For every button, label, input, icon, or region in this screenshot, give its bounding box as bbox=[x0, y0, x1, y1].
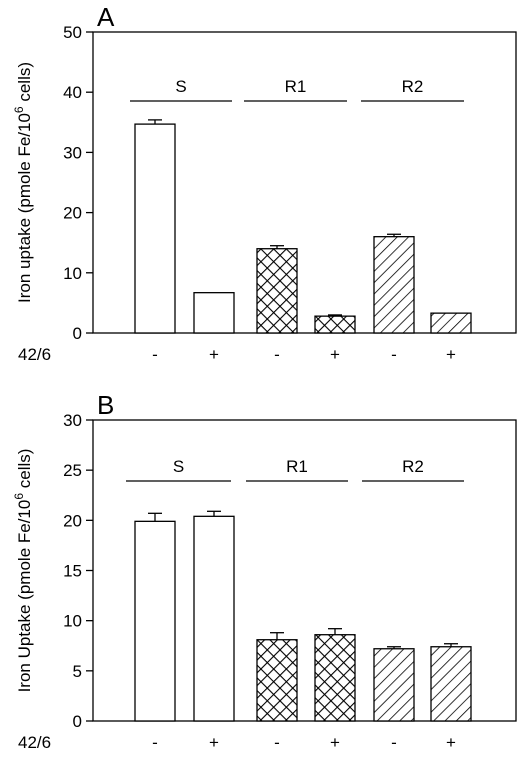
group-label: R2 bbox=[402, 457, 424, 476]
treatment-label: - bbox=[274, 345, 280, 364]
group-label: R2 bbox=[402, 77, 424, 96]
bar bbox=[256, 639, 298, 722]
y-tick-label: 50 bbox=[63, 23, 82, 42]
y-tick-label: 25 bbox=[63, 461, 82, 480]
treatment-label: - bbox=[152, 733, 158, 752]
y-tick-label: 20 bbox=[63, 204, 82, 223]
panel-label: B bbox=[97, 390, 114, 420]
panel-a: A 0 10 20 30 40 50 Iron uptake (pmole Fe/106 ce… bbox=[12, 2, 517, 364]
panel-b: B 0 5 10 15 20 25 30 Iron Uptake (pmole Fe/106 c… bbox=[12, 390, 517, 752]
bar bbox=[256, 248, 298, 334]
bar bbox=[314, 634, 356, 722]
y-axis-label: Iron uptake (pmole Fe/106 cells) bbox=[12, 62, 34, 303]
y-tick-label: 10 bbox=[63, 612, 82, 631]
treatment-label: - bbox=[152, 345, 158, 364]
bar bbox=[134, 123, 176, 334]
y-tick-label: 15 bbox=[63, 562, 82, 581]
y-tick-label: 20 bbox=[63, 511, 82, 530]
y-tick-label: 30 bbox=[63, 411, 82, 430]
y-axis-label: Iron Uptake (pmole Fe/106 cells) bbox=[12, 449, 34, 693]
treatment-row-label: 42/6 bbox=[18, 345, 51, 364]
bar bbox=[373, 648, 415, 722]
bar bbox=[193, 515, 235, 722]
treatment-label: + bbox=[209, 345, 219, 364]
y-tick-label: 30 bbox=[63, 143, 82, 162]
treatment-label: - bbox=[274, 733, 280, 752]
y-tick-label: 5 bbox=[73, 662, 82, 681]
bar bbox=[193, 292, 235, 334]
treatment-label: - bbox=[391, 733, 397, 752]
bar bbox=[134, 520, 176, 722]
bar bbox=[314, 315, 356, 334]
bar bbox=[430, 312, 472, 334]
panel-label: A bbox=[97, 2, 115, 32]
treatment-label: + bbox=[209, 733, 219, 752]
group-label: R1 bbox=[285, 77, 307, 96]
y-tick-label: 0 bbox=[73, 712, 82, 731]
treatment-label: + bbox=[330, 345, 340, 364]
treatment-label: - bbox=[391, 345, 397, 364]
y-tick-label: 40 bbox=[63, 83, 82, 102]
treatment-label: + bbox=[446, 733, 456, 752]
treatment-label: + bbox=[446, 345, 456, 364]
group-label: S bbox=[175, 77, 186, 96]
group-label: S bbox=[173, 457, 184, 476]
treatment-row-label: 42/6 bbox=[18, 733, 51, 752]
group-label: R1 bbox=[286, 457, 308, 476]
y-tick-label: 0 bbox=[73, 324, 82, 343]
plot-frame bbox=[92, 31, 517, 334]
y-tick-label: 10 bbox=[63, 264, 82, 283]
bar bbox=[430, 646, 472, 722]
bar bbox=[373, 236, 415, 334]
treatment-label: + bbox=[330, 733, 340, 752]
